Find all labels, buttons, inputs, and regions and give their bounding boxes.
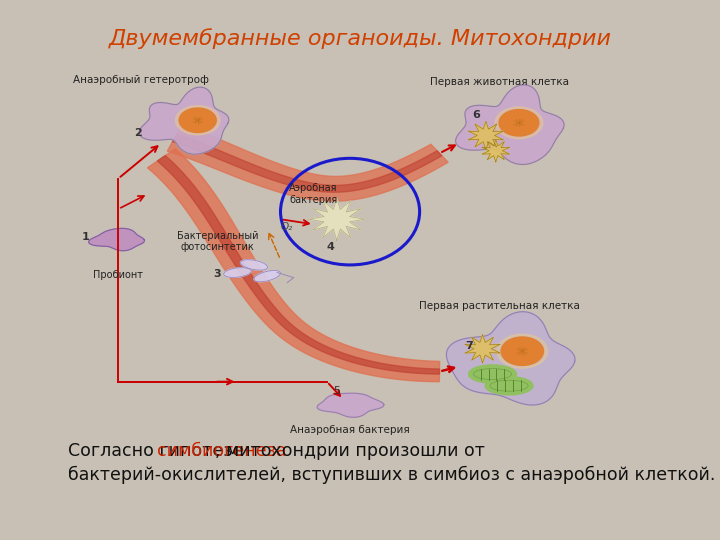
- Text: 6: 6: [472, 110, 480, 120]
- Ellipse shape: [179, 108, 216, 132]
- Text: 7: 7: [465, 341, 473, 351]
- Polygon shape: [167, 125, 448, 201]
- Ellipse shape: [501, 337, 544, 366]
- Ellipse shape: [469, 365, 516, 383]
- Text: бактерий-окислителей, вступивших в симбиоз с анаэробной клеткой.: бактерий-окислителей, вступивших в симби…: [68, 466, 716, 484]
- Ellipse shape: [499, 110, 539, 136]
- Text: Первая растительная клетка: Первая растительная клетка: [418, 301, 580, 310]
- Text: , митохондрии произошли от: , митохондрии произошли от: [215, 442, 485, 460]
- Polygon shape: [456, 85, 564, 165]
- Ellipse shape: [224, 268, 251, 278]
- Polygon shape: [148, 149, 440, 382]
- Polygon shape: [158, 156, 439, 374]
- Polygon shape: [317, 393, 384, 417]
- Text: 2: 2: [134, 128, 142, 138]
- Text: Бактериальный
фотосинтетик: Бактериальный фотосинтетик: [177, 231, 258, 252]
- Text: O₂: O₂: [281, 222, 293, 232]
- Polygon shape: [482, 139, 510, 162]
- Polygon shape: [173, 134, 442, 192]
- Text: Первая животная клетка: Первая животная клетка: [430, 77, 569, 87]
- Text: Двумембранные органоиды. Митохондрии: Двумембранные органоиды. Митохондрии: [109, 29, 611, 50]
- Ellipse shape: [254, 271, 281, 282]
- Ellipse shape: [240, 260, 268, 270]
- Text: 3: 3: [214, 269, 221, 279]
- Polygon shape: [139, 87, 229, 154]
- Polygon shape: [446, 312, 575, 405]
- Polygon shape: [468, 122, 503, 150]
- Text: 5: 5: [333, 386, 341, 396]
- Ellipse shape: [176, 106, 220, 135]
- Polygon shape: [465, 334, 500, 363]
- Ellipse shape: [485, 376, 533, 395]
- Ellipse shape: [495, 107, 543, 139]
- Text: Анаэробная бактерия: Анаэробная бактерия: [290, 425, 410, 435]
- Text: Пробионт: Пробионт: [93, 270, 143, 280]
- Ellipse shape: [497, 334, 548, 368]
- Text: 4: 4: [326, 242, 334, 252]
- Text: Анаэробный гетеротроф: Анаэробный гетеротроф: [73, 75, 210, 85]
- Text: симбиогенеза: симбиогенеза: [156, 442, 286, 460]
- Text: Согласно гипотезе: Согласно гипотезе: [68, 442, 249, 460]
- Polygon shape: [309, 198, 364, 240]
- Text: Аэробная
бактерия: Аэробная бактерия: [289, 184, 338, 205]
- Polygon shape: [89, 228, 145, 251]
- Text: 1: 1: [81, 232, 89, 242]
